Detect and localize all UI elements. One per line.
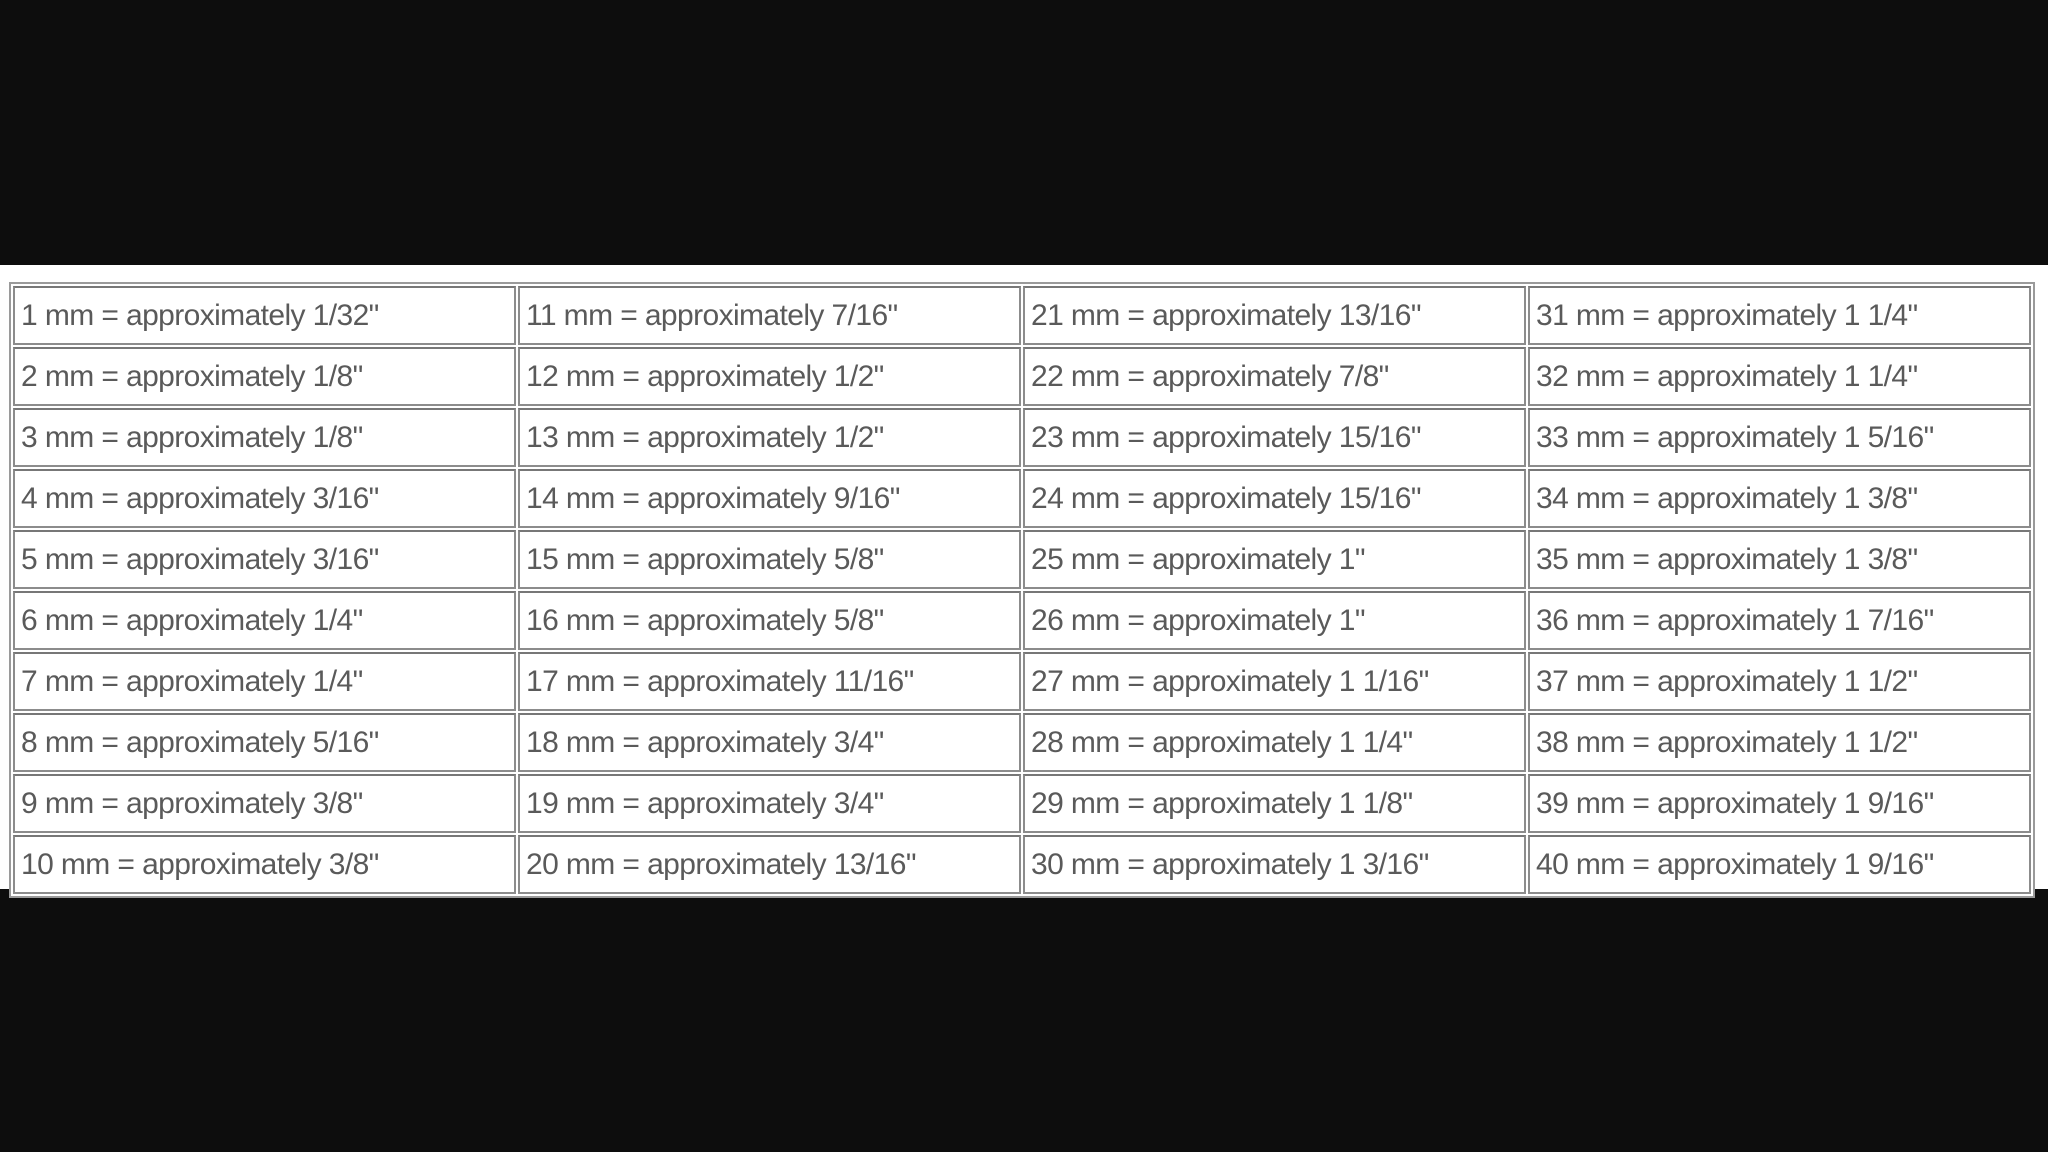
table-cell: 31 mm = approximately 1 1/4" <box>1528 286 2031 345</box>
table-cell: 8 mm = approximately 5/16" <box>13 713 516 772</box>
table-cell: 28 mm = approximately 1 1/4" <box>1023 713 1526 772</box>
table-cell: 2 mm = approximately 1/8" <box>13 347 516 406</box>
table-cell: 5 mm = approximately 3/16" <box>13 530 516 589</box>
table-cell: 35 mm = approximately 1 3/8" <box>1528 530 2031 589</box>
table-cell: 40 mm = approximately 1 9/16" <box>1528 835 2031 894</box>
table-row: 1 mm = approximately 1/32" 11 mm = approx… <box>13 286 2031 345</box>
table-cell: 9 mm = approximately 3/8" <box>13 774 516 833</box>
table-cell: 12 mm = approximately 1/2" <box>518 347 1021 406</box>
table-cell: 24 mm = approximately 15/16" <box>1023 469 1526 528</box>
table-row: 8 mm = approximately 5/16" 18 mm = approx… <box>13 713 2031 772</box>
table-cell: 38 mm = approximately 1 1/2" <box>1528 713 2031 772</box>
table-cell: 22 mm = approximately 7/8" <box>1023 347 1526 406</box>
table-cell: 26 mm = approximately 1" <box>1023 591 1526 650</box>
table-cell: 6 mm = approximately 1/4" <box>13 591 516 650</box>
table-cell: 36 mm = approximately 1 7/16" <box>1528 591 2031 650</box>
table-cell: 7 mm = approximately 1/4" <box>13 652 516 711</box>
table-cell: 33 mm = approximately 1 5/16" <box>1528 408 2031 467</box>
table-cell: 39 mm = approximately 1 9/16" <box>1528 774 2031 833</box>
table-row: 3 mm = approximately 1/8" 13 mm = approxi… <box>13 408 2031 467</box>
table-row: 4 mm = approximately 3/16" 14 mm = approx… <box>13 469 2031 528</box>
table-cell: 15 mm = approximately 5/8" <box>518 530 1021 589</box>
table-cell: 21 mm = approximately 13/16" <box>1023 286 1526 345</box>
table-row: 10 mm = approximately 3/8" 20 mm = approx… <box>13 835 2031 894</box>
table-cell: 30 mm = approximately 1 3/16" <box>1023 835 1526 894</box>
table-cell: 10 mm = approximately 3/8" <box>13 835 516 894</box>
table-row: 6 mm = approximately 1/4" 16 mm = approxi… <box>13 591 2031 650</box>
table-cell: 23 mm = approximately 15/16" <box>1023 408 1526 467</box>
table-cell: 16 mm = approximately 5/8" <box>518 591 1021 650</box>
table-cell: 37 mm = approximately 1 1/2" <box>1528 652 2031 711</box>
table-body: 1 mm = approximately 1/32" 11 mm = approx… <box>13 286 2031 894</box>
table-row: 9 mm = approximately 3/8" 19 mm = approxi… <box>13 774 2031 833</box>
table-cell: 27 mm = approximately 1 1/16" <box>1023 652 1526 711</box>
table-cell: 32 mm = approximately 1 1/4" <box>1528 347 2031 406</box>
table-cell: 1 mm = approximately 1/32" <box>13 286 516 345</box>
table-cell: 3 mm = approximately 1/8" <box>13 408 516 467</box>
table-row: 7 mm = approximately 1/4" 17 mm = approxi… <box>13 652 2031 711</box>
table-row: 2 mm = approximately 1/8" 12 mm = approxi… <box>13 347 2031 406</box>
table-cell: 34 mm = approximately 1 3/8" <box>1528 469 2031 528</box>
table-cell: 20 mm = approximately 13/16" <box>518 835 1021 894</box>
table-cell: 13 mm = approximately 1/2" <box>518 408 1021 467</box>
table-cell: 29 mm = approximately 1 1/8" <box>1023 774 1526 833</box>
table-cell: 25 mm = approximately 1" <box>1023 530 1526 589</box>
table-cell: 11 mm = approximately 7/16" <box>518 286 1021 345</box>
table-row: 5 mm = approximately 3/16" 15 mm = approx… <box>13 530 2031 589</box>
table-cell: 14 mm = approximately 9/16" <box>518 469 1021 528</box>
table-cell: 17 mm = approximately 11/16" <box>518 652 1021 711</box>
table-cell: 19 mm = approximately 3/4" <box>518 774 1021 833</box>
table-cell: 18 mm = approximately 3/4" <box>518 713 1021 772</box>
mm-to-inch-conversion-table: 1 mm = approximately 1/32" 11 mm = approx… <box>9 282 2035 898</box>
table-cell: 4 mm = approximately 3/16" <box>13 469 516 528</box>
